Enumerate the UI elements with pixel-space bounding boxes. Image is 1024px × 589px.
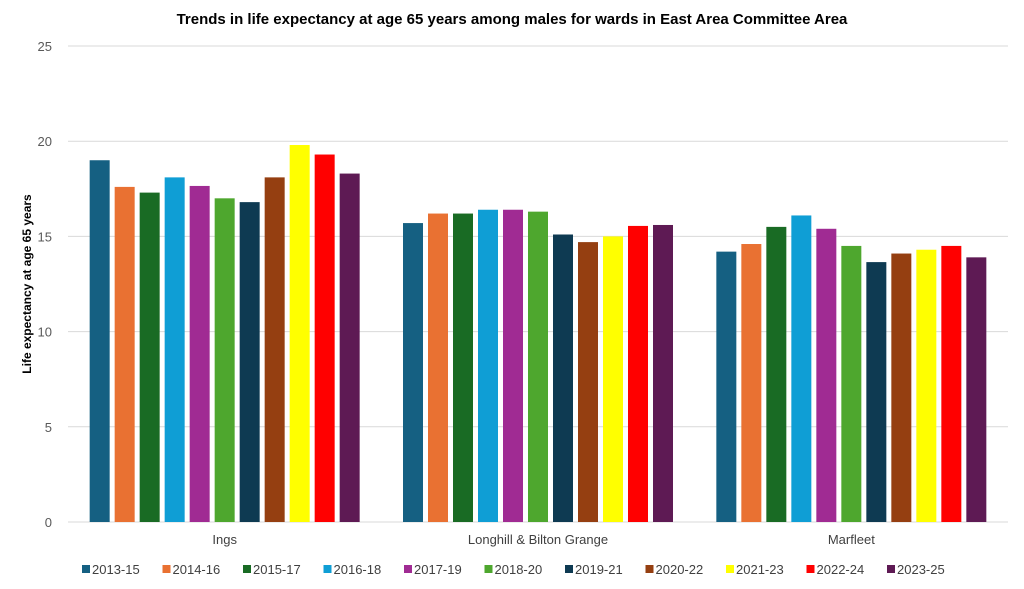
legend-label: 2017-19 (414, 562, 462, 577)
bar-2021-23-marfleet (916, 249, 937, 522)
legend-label: 2023-25 (897, 562, 945, 577)
bar-2021-23-ings (289, 145, 310, 522)
bar-2021-23-longhill-bilton-grange (603, 236, 623, 522)
bar-2020-22-longhill-bilton-grange (578, 242, 598, 522)
bar-2023-25-ings (339, 173, 360, 522)
bar-2022-24-longhill-bilton-grange (628, 225, 648, 523)
legend-swatch (645, 565, 654, 573)
legend-item: 2022-24 (806, 562, 865, 577)
y-axis-label: Life expectancy at age 65 years (20, 194, 34, 374)
bar-2016-18-marfleet (791, 215, 812, 522)
y-tick-label: 20 (38, 134, 52, 149)
legend-swatch (404, 565, 412, 573)
legend-swatch (887, 565, 895, 573)
bar-2020-22-marfleet (891, 253, 912, 522)
legend-label: 2015-17 (253, 562, 301, 577)
bar-2017-19-longhill-bilton-grange (503, 209, 523, 522)
legend-swatch (484, 565, 493, 573)
bar-2023-25-longhill-bilton-grange (653, 224, 673, 522)
y-tick-label: 25 (38, 39, 52, 54)
legend-swatch (726, 565, 734, 573)
bar-2019-21-marfleet (866, 262, 887, 522)
legend-item: 2020-22 (645, 562, 704, 577)
bar-2017-19-marfleet (816, 228, 837, 522)
bar-2018-20-ings (214, 198, 235, 522)
bar-2016-18-longhill-bilton-grange (478, 209, 498, 522)
legend-swatch (565, 565, 573, 573)
bar-2014-16-longhill-bilton-grange (428, 213, 448, 522)
bar-2019-21-ings (239, 202, 260, 523)
bar-2022-24-marfleet (941, 245, 962, 523)
bar-2016-18-ings (164, 177, 185, 522)
legend-item: 2016-18 (323, 562, 382, 577)
bar-2017-19-ings (189, 185, 210, 522)
bar-2013-15-longhill-bilton-grange (403, 223, 423, 522)
bar-2013-15-marfleet (716, 251, 737, 522)
bar-2020-22-ings (264, 177, 285, 522)
bar-2015-17-ings (139, 192, 160, 522)
x-category-label: Longhill & Bilton Grange (468, 532, 608, 547)
y-tick-label: 0 (45, 515, 52, 530)
legend-item: 2013-15 (82, 562, 140, 577)
legend-item: 2023-25 (887, 562, 945, 577)
bar-2015-17-longhill-bilton-grange (453, 213, 473, 522)
legend-item: 2021-23 (726, 562, 784, 577)
bar-2015-17-marfleet (766, 226, 787, 522)
legend-item: 2014-16 (162, 562, 221, 577)
legend-label: 2020-22 (656, 562, 704, 577)
legend-swatch (323, 565, 332, 573)
legend-item: 2018-20 (484, 562, 543, 577)
legend-swatch (243, 565, 251, 573)
legend-label: 2021-23 (736, 562, 784, 577)
y-tick-label: 10 (38, 325, 52, 340)
bar-2022-24-ings (314, 154, 335, 522)
bar-2023-25-marfleet (966, 257, 987, 522)
bar-2014-16-ings (114, 186, 135, 522)
legend-label: 2013-15 (92, 562, 140, 577)
bar-2019-21-longhill-bilton-grange (553, 234, 573, 522)
bar-2018-20-marfleet (841, 245, 862, 523)
legend-swatch (806, 565, 815, 573)
legend-swatch (162, 565, 171, 573)
bar-2013-15-ings (89, 160, 110, 523)
x-category-label: Ings (212, 532, 237, 547)
legend-item: 2017-19 (404, 562, 462, 577)
legend-swatch (82, 565, 90, 573)
bar-2014-16-marfleet (741, 244, 762, 523)
chart-title: Trends in life expectancy at age 65 year… (177, 11, 848, 28)
legend-item: 2019-21 (565, 562, 623, 577)
bar-2018-20-longhill-bilton-grange (528, 211, 548, 522)
legend-label: 2022-24 (817, 562, 865, 577)
legend-label: 2018-20 (495, 562, 543, 577)
legend-item: 2015-17 (243, 562, 301, 577)
x-category-label: Marfleet (828, 532, 875, 547)
legend-label: 2019-21 (575, 562, 623, 577)
y-tick-label: 15 (38, 229, 52, 244)
legend-label: 2014-16 (173, 562, 221, 577)
y-tick-label: 5 (45, 420, 52, 435)
legend-label: 2016-18 (334, 562, 382, 577)
